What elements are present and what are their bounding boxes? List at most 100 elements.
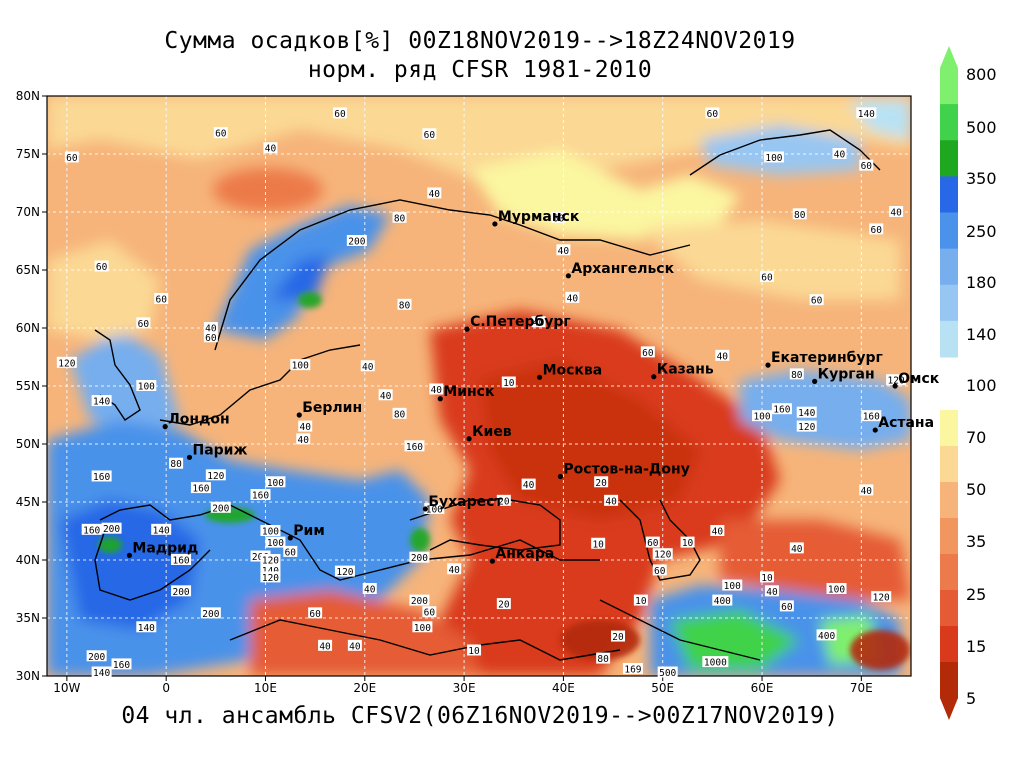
contour-label: 40 [861, 486, 873, 497]
contour-label-bg [64, 151, 79, 163]
contour-label-bg [332, 107, 347, 119]
contour-label-bg [702, 656, 729, 668]
contour-label: 60 [215, 129, 227, 140]
colorbar: 800 500 350 250 180 140 100 70 50 35 25 15 5 [940, 46, 997, 720]
contour-label: 40 [380, 391, 392, 402]
lat-label: 30N [16, 669, 40, 683]
contour-label: 200 [88, 652, 105, 663]
contour-label-bg [409, 551, 430, 563]
contour-label-bg [200, 607, 221, 619]
colorbar-label: 250 [966, 222, 997, 241]
contour-label-bg [360, 360, 375, 372]
contour-label: 80 [794, 210, 806, 221]
colorbar-label: 140 [966, 325, 997, 344]
colorbar-label: 350 [966, 169, 997, 188]
colorbar-swatch [940, 320, 958, 358]
contour-label-bg [496, 494, 511, 506]
contour-label-bg [591, 537, 606, 549]
contour-label: 40 [448, 565, 460, 576]
contour-label-bg [422, 128, 437, 140]
contour-label: 60 [647, 538, 659, 549]
contour-label: 20 [595, 478, 607, 489]
contour-label-bg [856, 107, 877, 119]
contour-label: 40 [791, 544, 803, 555]
contour-label: 400 [714, 596, 731, 607]
contour-label-bg [151, 523, 172, 535]
lon-label: 60E [751, 681, 774, 695]
contour-label-bg [91, 395, 112, 407]
contour-label-bg [260, 554, 281, 565]
contour-label: 140 [138, 623, 155, 634]
contour-label: 40 [712, 527, 724, 538]
contour-label-bg [760, 270, 774, 282]
city-dot [437, 396, 443, 402]
colorbar-label: 25 [966, 585, 986, 604]
contour-label: 140 [858, 109, 875, 120]
contour-label: 100 [267, 538, 284, 549]
colorbar-swatch [940, 212, 958, 250]
colorbar-swatch [940, 140, 958, 177]
contour-label: 100 [724, 581, 741, 592]
contour-label-bg [764, 585, 779, 597]
contour-label: 120 [262, 573, 279, 584]
colorbar-label: 800 [966, 65, 997, 84]
city-dot [466, 436, 472, 442]
contour-label: 160 [192, 484, 209, 495]
colorbar-swatch [940, 410, 958, 447]
contour-label-bg [347, 639, 362, 651]
contour-label: 60 [553, 213, 565, 224]
contour-label: 160 [773, 405, 790, 416]
title-line-1: Сумма осадков[%] 00Z18NOV2019-->18Z24NOV… [164, 28, 796, 54]
contour-label: 120 [207, 471, 224, 482]
contour-label-bg [171, 554, 192, 565]
city-label: Екатеринбург [771, 350, 883, 366]
lat-label: 35N [16, 611, 40, 625]
city-label: Париж [193, 442, 248, 458]
contour-label: 60 [66, 153, 78, 164]
contour-label: 120 [888, 376, 905, 387]
colorbar-label: 35 [966, 532, 986, 551]
contour-label: 40 [431, 385, 443, 396]
contour-label: 160 [863, 412, 880, 423]
city-dot [296, 412, 302, 418]
colorbar-swatch [940, 482, 958, 519]
contour-label: 60 [334, 109, 346, 120]
contour-label-bg [809, 294, 824, 306]
contour-label: 200 [411, 596, 428, 607]
contour-label-bg [91, 470, 112, 482]
contour-label: 200 [172, 587, 189, 598]
contour-label: 120 [336, 567, 353, 578]
contour-label-bg [722, 579, 743, 591]
city-dot [186, 454, 193, 460]
contour-label-bg [171, 585, 192, 597]
city-label: Астана [878, 415, 934, 431]
colorbar-swatch [940, 590, 958, 627]
contour-label: 10 [503, 378, 515, 389]
contour-label: 80 [394, 213, 406, 224]
contour-label-bg [203, 322, 218, 333]
city-label: Рим [293, 523, 325, 539]
contour-label-bg [265, 476, 286, 488]
axis-ticks [42, 95, 862, 681]
colorbar-swatch [940, 626, 958, 663]
contour-label-bg [556, 244, 571, 256]
contour-label-bg [889, 206, 904, 217]
contour-label-bg [869, 223, 884, 235]
contour-label-bg [91, 666, 112, 678]
contour-label-bg [657, 666, 678, 678]
contour-label: 10 [592, 539, 604, 550]
coastlines [94, 129, 881, 661]
colorbar-arrow-top [940, 46, 958, 68]
city-label: Мурманск [498, 209, 580, 225]
city-label: Берлин [302, 400, 362, 416]
contour-label: 60 [96, 262, 108, 273]
contour-label: 40 [567, 293, 579, 304]
contour-label: 60 [642, 348, 654, 359]
contour-label: 60 [861, 161, 873, 172]
contour-label: 160 [113, 660, 130, 671]
colorbar-swatch [940, 554, 958, 591]
lon-label: 50E [651, 681, 674, 695]
colorbar-swatch [940, 662, 958, 699]
contour-label-bg [422, 606, 437, 618]
